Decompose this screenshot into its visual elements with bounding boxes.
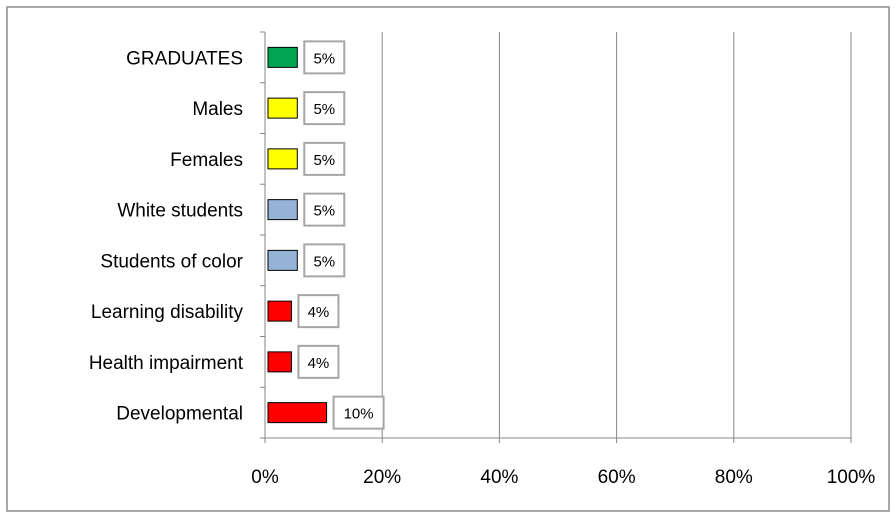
category-label: Males (192, 99, 243, 120)
x-tick-label: 40% (480, 467, 518, 488)
data-label-box (303, 91, 346, 126)
data-label-box (332, 395, 385, 430)
bar (267, 97, 298, 119)
data-label: 5% (313, 253, 335, 270)
bar (267, 300, 292, 322)
data-label-box (297, 294, 340, 329)
x-tick-label: 0% (251, 467, 279, 488)
x-tick-label: 80% (715, 467, 753, 488)
data-label-box (303, 141, 346, 176)
category-label: Students of color (100, 251, 243, 272)
bar (267, 199, 298, 221)
bar (267, 402, 328, 424)
category-label: Females (170, 150, 243, 171)
x-tick-label: 20% (363, 467, 401, 488)
chart-frame (6, 6, 890, 512)
labels: 0% 20% 40% 60% 80% 100% GRADUATES 5% Males 5% Fema… (89, 40, 876, 488)
data-label: 5% (313, 152, 335, 169)
data-label: 4% (308, 355, 330, 372)
x-tick-label: 100% (827, 467, 876, 488)
axes (260, 31, 852, 443)
category-label: Learning disability (91, 302, 244, 323)
bar (267, 249, 298, 271)
data-label-box (303, 243, 346, 278)
category-label: Developmental (116, 404, 243, 425)
data-label: 5% (313, 101, 335, 118)
x-tick-label: 60% (598, 467, 636, 488)
data-label-box (303, 192, 346, 227)
category-label: GRADUATES (126, 48, 243, 69)
data-label: 5% (313, 203, 335, 220)
bar (267, 148, 298, 170)
data-label: 5% (313, 50, 335, 67)
gridlines (381, 32, 852, 438)
data-label-box (297, 344, 340, 379)
bars (267, 46, 328, 424)
data-label: 10% (344, 406, 374, 423)
bar (267, 351, 292, 373)
data-label-box (303, 40, 346, 75)
bar (267, 46, 298, 68)
category-label: White students (117, 201, 243, 222)
data-label: 4% (308, 304, 330, 321)
category-label: Health impairment (89, 353, 244, 374)
